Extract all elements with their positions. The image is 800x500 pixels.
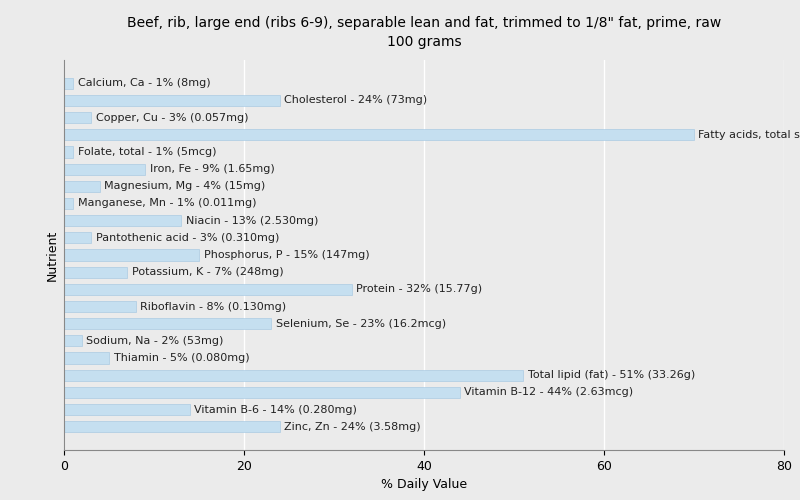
- Text: Zinc, Zn - 24% (3.58mg): Zinc, Zn - 24% (3.58mg): [285, 422, 421, 432]
- Bar: [64, 164, 145, 174]
- Bar: [64, 266, 127, 278]
- Y-axis label: Nutrient: Nutrient: [46, 230, 58, 280]
- Text: Thiamin - 5% (0.080mg): Thiamin - 5% (0.080mg): [114, 353, 249, 363]
- Bar: [64, 352, 109, 364]
- Bar: [64, 387, 460, 398]
- Text: Magnesium, Mg - 4% (15mg): Magnesium, Mg - 4% (15mg): [105, 182, 266, 192]
- X-axis label: % Daily Value: % Daily Value: [381, 478, 467, 492]
- Text: Copper, Cu - 3% (0.057mg): Copper, Cu - 3% (0.057mg): [95, 112, 248, 122]
- Text: Vitamin B-6 - 14% (0.280mg): Vitamin B-6 - 14% (0.280mg): [194, 404, 358, 414]
- Bar: [64, 301, 136, 312]
- Text: Pantothenic acid - 3% (0.310mg): Pantothenic acid - 3% (0.310mg): [95, 233, 279, 243]
- Bar: [64, 215, 181, 226]
- Title: Beef, rib, large end (ribs 6-9), separable lean and fat, trimmed to 1/8" fat, pr: Beef, rib, large end (ribs 6-9), separab…: [127, 16, 721, 49]
- Bar: [64, 129, 694, 140]
- Bar: [64, 421, 280, 432]
- Bar: [64, 232, 91, 243]
- Text: Manganese, Mn - 1% (0.011mg): Manganese, Mn - 1% (0.011mg): [78, 198, 256, 208]
- Text: Vitamin B-12 - 44% (2.63mcg): Vitamin B-12 - 44% (2.63mcg): [465, 388, 634, 398]
- Text: Selenium, Se - 23% (16.2mcg): Selenium, Se - 23% (16.2mcg): [275, 318, 446, 328]
- Bar: [64, 284, 352, 295]
- Text: Niacin - 13% (2.530mg): Niacin - 13% (2.530mg): [186, 216, 318, 226]
- Text: Folate, total - 1% (5mcg): Folate, total - 1% (5mcg): [78, 147, 216, 157]
- Text: Riboflavin - 8% (0.130mg): Riboflavin - 8% (0.130mg): [141, 302, 286, 312]
- Text: Potassium, K - 7% (248mg): Potassium, K - 7% (248mg): [131, 267, 283, 277]
- Bar: [64, 112, 91, 123]
- Text: Calcium, Ca - 1% (8mg): Calcium, Ca - 1% (8mg): [78, 78, 210, 88]
- Bar: [64, 146, 73, 158]
- Bar: [64, 198, 73, 209]
- Bar: [64, 180, 100, 192]
- Bar: [64, 318, 271, 330]
- Text: Fatty acids, total saturated - 70% (13.960g): Fatty acids, total saturated - 70% (13.9…: [698, 130, 800, 140]
- Text: Sodium, Na - 2% (53mg): Sodium, Na - 2% (53mg): [86, 336, 224, 346]
- Text: Protein - 32% (15.77g): Protein - 32% (15.77g): [357, 284, 482, 294]
- Bar: [64, 404, 190, 415]
- Text: Total lipid (fat) - 51% (33.26g): Total lipid (fat) - 51% (33.26g): [527, 370, 694, 380]
- Bar: [64, 95, 280, 106]
- Bar: [64, 336, 82, 346]
- Bar: [64, 250, 199, 260]
- Text: Phosphorus, P - 15% (147mg): Phosphorus, P - 15% (147mg): [203, 250, 369, 260]
- Bar: [64, 78, 73, 89]
- Bar: [64, 370, 523, 381]
- Text: Iron, Fe - 9% (1.65mg): Iron, Fe - 9% (1.65mg): [150, 164, 274, 174]
- Text: Cholesterol - 24% (73mg): Cholesterol - 24% (73mg): [285, 96, 428, 106]
